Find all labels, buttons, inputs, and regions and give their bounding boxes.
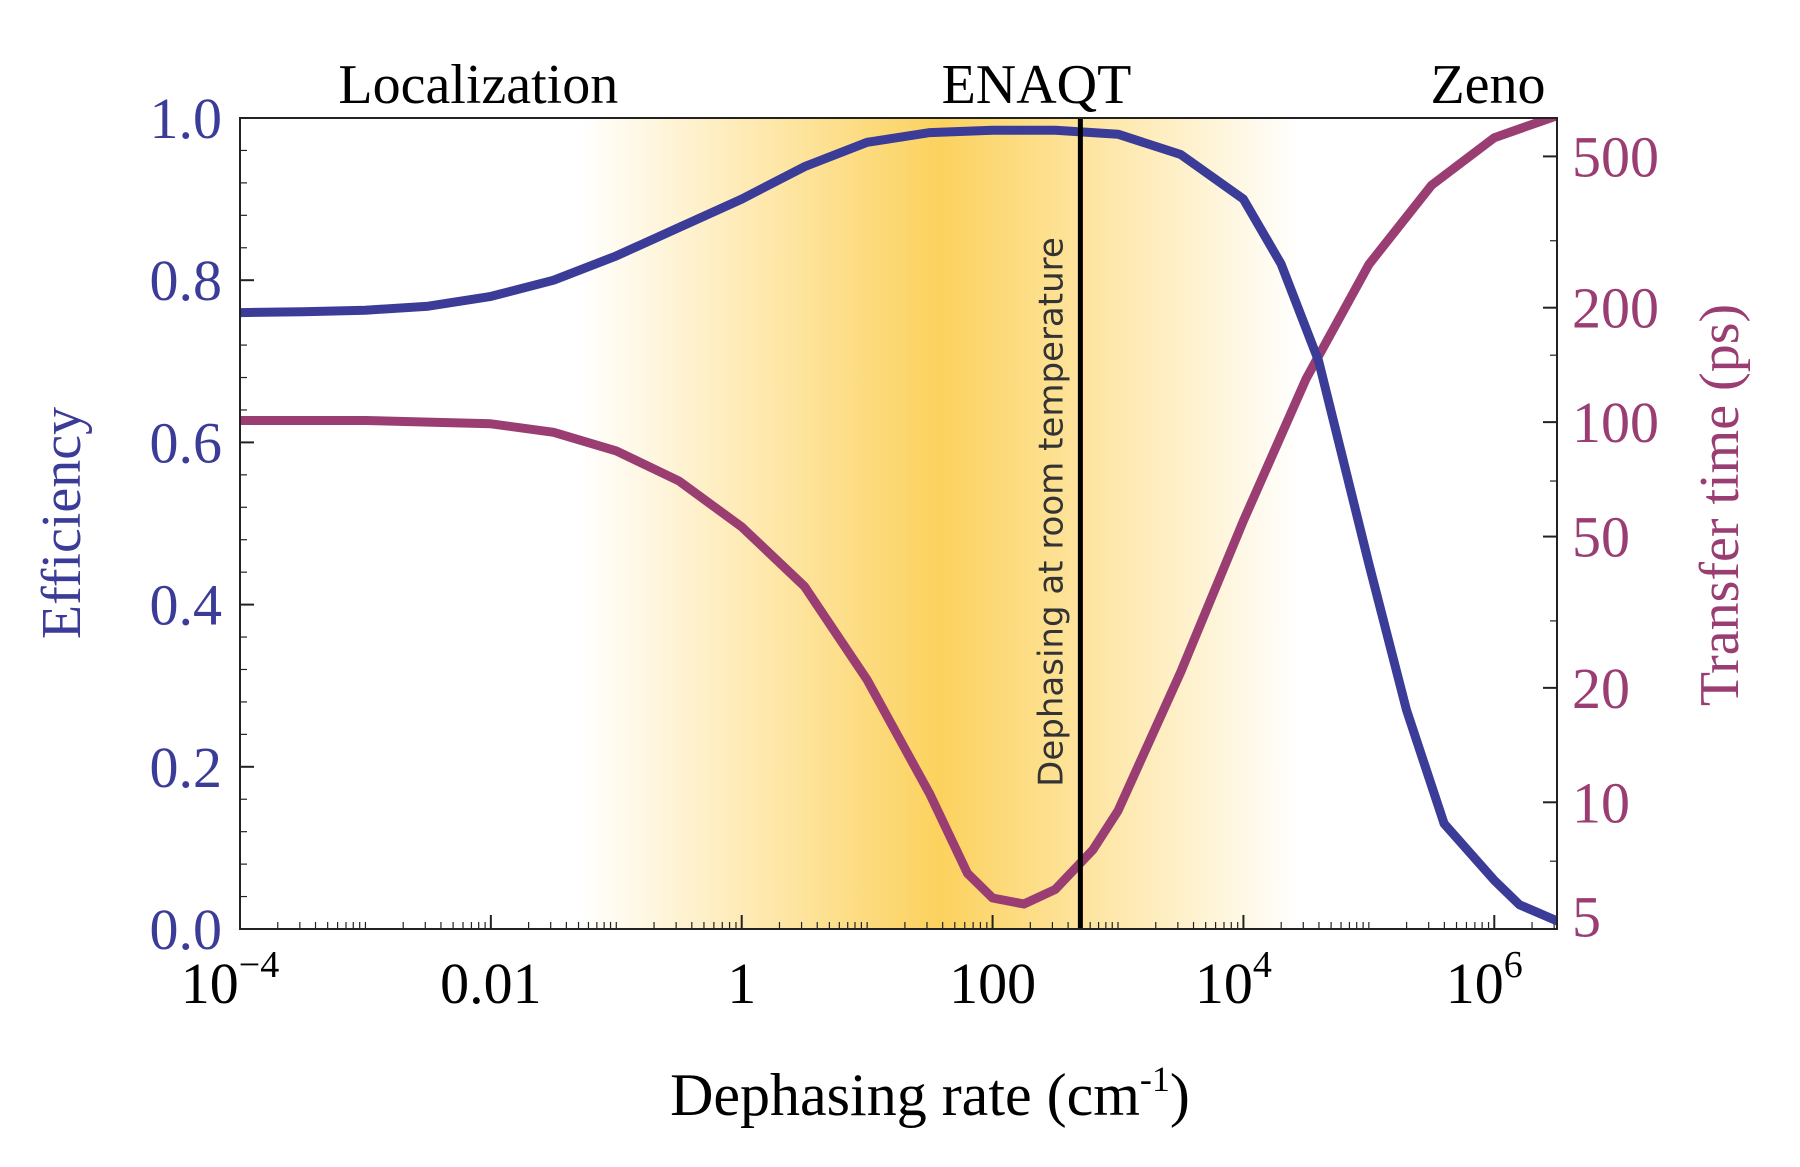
room-temperature-label: Dephasing at room temperature [1031,237,1071,787]
x-axis-label: Dephasing rate (cm-1) [670,1059,1190,1128]
x-tick-label: 104 [1195,944,1272,1016]
region-label-enaqt: ENAQT [942,54,1132,116]
plot-frame [239,117,1558,930]
series-line-efficiency [240,125,1557,926]
x-tick-base: 100 [949,951,1036,1016]
x-tick-label: 0.01 [440,951,542,1016]
y-right-tick-label: 100 [1572,390,1659,455]
y-axis-label-left: Efficiency [31,407,93,639]
x-tick-base: 10 [1195,951,1253,1016]
x-tick-exponent: 6 [1504,944,1523,986]
y-right-tick-label: 20 [1572,656,1630,721]
y-left-tick-label: 0.2 [150,735,223,800]
region-label-zeno: Zeno [1430,54,1545,116]
y-left-tick-label: 1.0 [150,86,223,151]
y-right-tick-label: 10 [1572,770,1630,835]
y-axis-label-right: Transfer time (ps) [1689,304,1751,706]
y-left-tick-label: 0.6 [150,410,223,475]
y-left-tick-labels: 0.0 0.2 0.4 0.6 0.8 1.0 [150,86,223,962]
x-tick-labels: 10−4 0.01 1 100 104 106 [181,944,1523,1016]
x-tick-exponent: 4 [1253,944,1272,986]
x-tick-label: 100 [949,951,1036,1016]
y-left-tick-label: 0.4 [150,573,223,638]
x-tick-base: 1 [727,951,756,1016]
y-right-tick-label: 500 [1572,124,1659,189]
x-tick-base: 10 [1446,951,1504,1016]
x-tick-exponent: −4 [239,944,279,986]
x-axis-label-sup: -1 [1140,1059,1170,1099]
minor-ticks [240,149,1557,929]
y-right-tick-labels: 5 10 20 50 100 200 500 [1572,124,1659,949]
x-tick-base: 0.01 [440,951,542,1016]
x-tick-label: 106 [1446,944,1523,1016]
ticks [239,117,1557,930]
y-left-tick-label: 0.8 [150,248,223,313]
y-right-tick-label: 5 [1572,885,1601,950]
x-tick-label: 1 [727,951,756,1016]
y-right-tick-label: 50 [1572,505,1630,570]
x-tick-label: 10−4 [181,944,279,1016]
y-right-tick-label: 200 [1572,276,1659,341]
y-left-tick-label: 0.0 [150,897,223,962]
x-axis-label-main: Dephasing rate (cm [670,1062,1140,1128]
region-label-localization: Localization [338,54,618,116]
enaqt-band [580,118,1300,929]
x-tick-base: 10 [181,951,239,1016]
x-axis-label-end: ) [1170,1062,1190,1128]
